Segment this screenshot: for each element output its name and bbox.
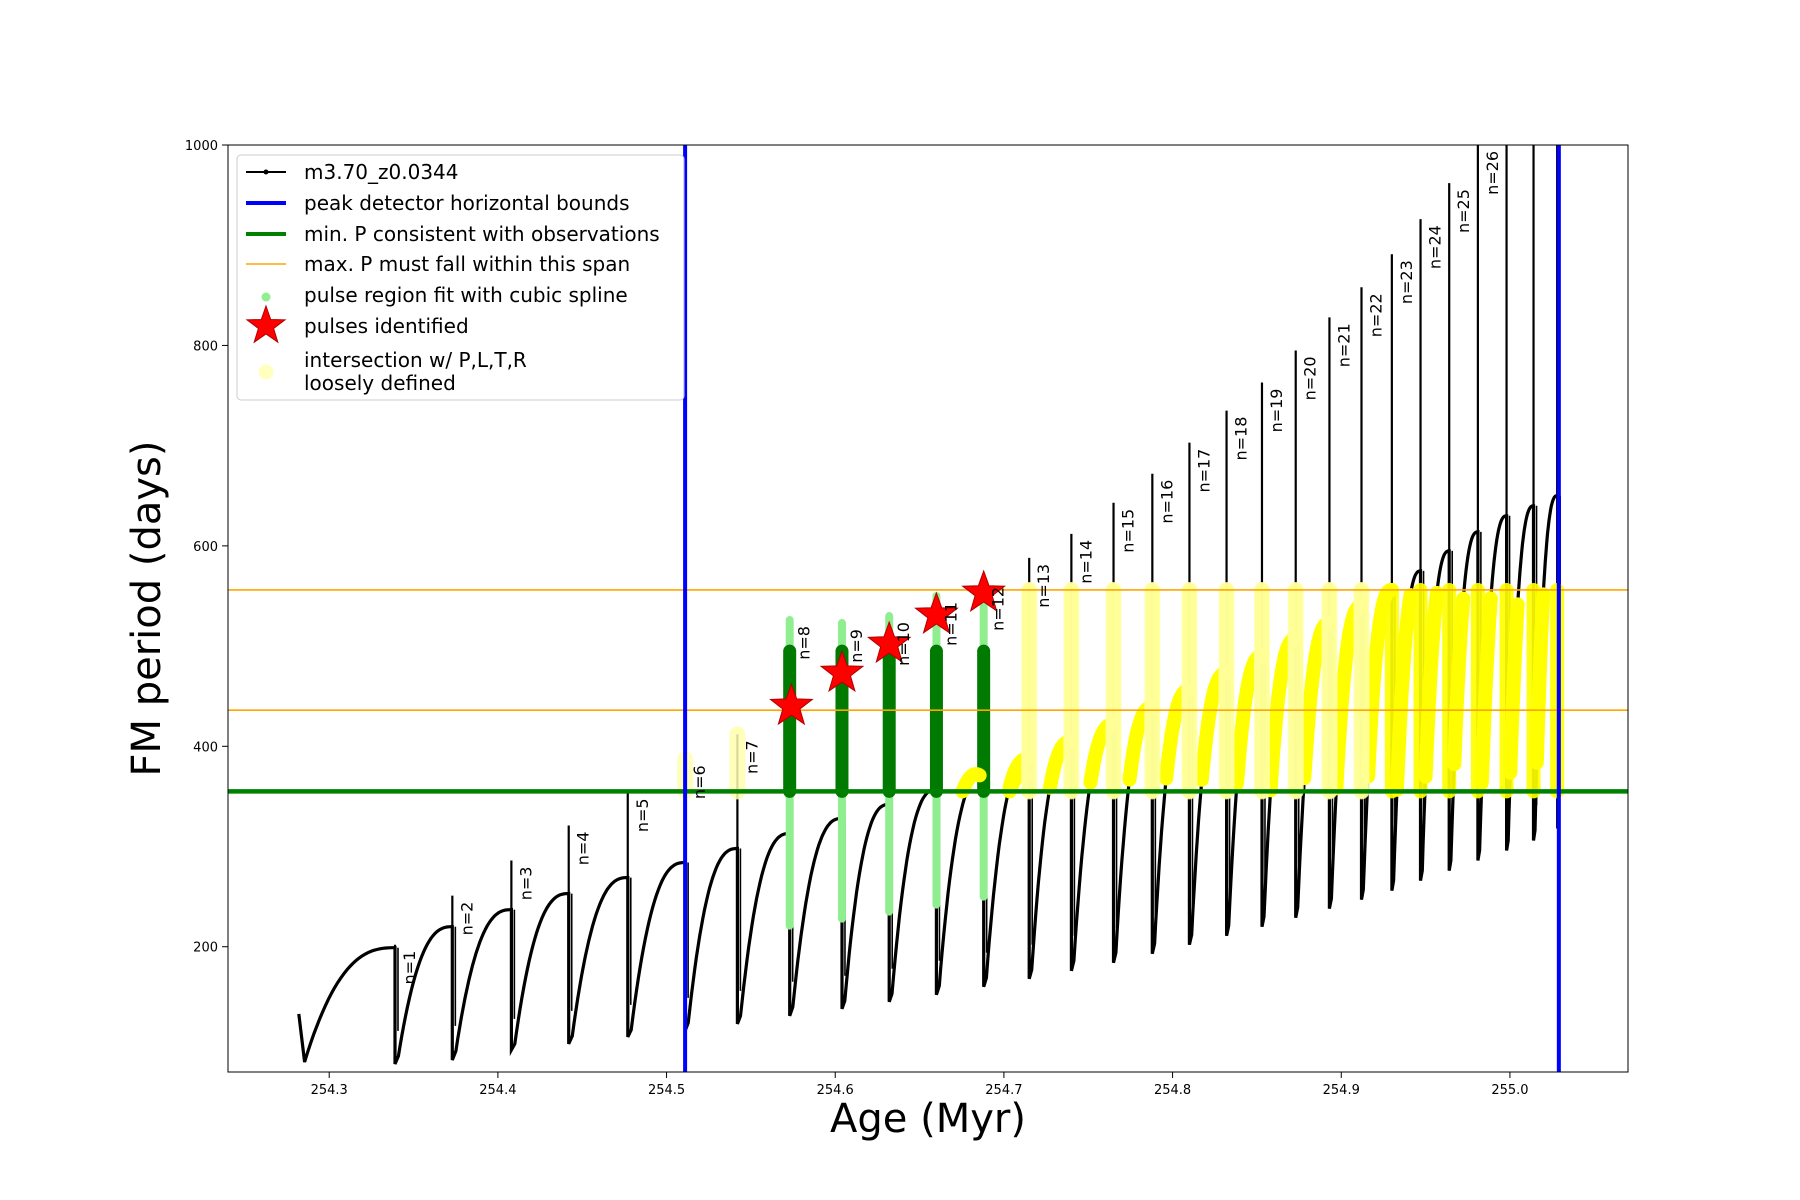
pulse-number-label: n=21 xyxy=(1334,323,1353,367)
pulse-number-label: n=3 xyxy=(516,867,535,901)
legend-label: intersection w/ P,L,T,R xyxy=(304,348,527,372)
pulse-number-label: n=14 xyxy=(1076,540,1095,584)
pulse-number-label: n=12 xyxy=(989,587,1008,631)
identified-pulse-star xyxy=(961,569,1007,612)
pulse-number-label: n=25 xyxy=(1454,189,1473,233)
pulse-number-label: n=1 xyxy=(400,951,419,985)
plot-frame xyxy=(227,144,1629,1073)
pulse-number-label: n=24 xyxy=(1426,225,1445,269)
legend-label: peak detector horizontal bounds xyxy=(304,191,630,215)
legend-label: min. P consistent with observations xyxy=(304,222,660,246)
intersection-band xyxy=(1418,585,1444,784)
identified-pulse-star xyxy=(914,591,959,635)
y-tick-label: 800 xyxy=(193,339,218,354)
pulse-number-label: n=2 xyxy=(457,902,476,936)
pulse-number-label: n=20 xyxy=(1301,356,1320,400)
pulse-number-label: n=15 xyxy=(1119,509,1138,553)
legend-label: pulses identified xyxy=(304,314,469,338)
y-tick-label: 200 xyxy=(193,941,218,956)
pulse-number-label: n=16 xyxy=(1157,480,1176,524)
y-axis-label: FM period (days) xyxy=(124,441,170,777)
x-tick-label: 254.7 xyxy=(985,1083,1022,1098)
pulse-number-label: n=9 xyxy=(847,629,866,663)
x-tick-label: 254.5 xyxy=(648,1083,685,1098)
pulse-number-label: n=19 xyxy=(1267,389,1286,433)
x-tick-label: 254.3 xyxy=(311,1083,348,1098)
intersection-band xyxy=(1503,597,1525,780)
pulse-number-label: n=11 xyxy=(941,602,960,646)
pulse-number-label: n=23 xyxy=(1397,260,1416,304)
legend-box xyxy=(236,154,685,401)
pulse-number-label: n=17 xyxy=(1194,449,1213,493)
pulse-number-label: n=7 xyxy=(742,740,761,774)
x-tick-label: 254.9 xyxy=(1323,1083,1360,1098)
y-tick-label: 1000 xyxy=(185,139,218,154)
intersection-band xyxy=(1529,587,1551,770)
intersection-band xyxy=(955,767,987,799)
x-tick-label: 254.8 xyxy=(1154,1083,1191,1098)
legend-label-line2: loosely defined xyxy=(304,371,456,395)
pulse-number-label: n=5 xyxy=(633,798,652,832)
legend-handle-dot xyxy=(258,364,274,380)
identified-pulse-star xyxy=(866,620,912,664)
x-tick-label: 254.4 xyxy=(479,1083,516,1098)
pulse-number-label: n=10 xyxy=(894,622,913,666)
identified-pulse-star xyxy=(769,682,814,726)
y-tick-label: 600 xyxy=(193,540,218,555)
pulse-number-label: n=8 xyxy=(795,626,814,660)
pulse-number-label: n=6 xyxy=(690,765,709,799)
legend-handle-dot xyxy=(261,292,271,302)
y-tick-label: 400 xyxy=(193,740,218,755)
intersection-band xyxy=(1447,591,1471,772)
legend-handle-marker xyxy=(263,169,269,175)
x-axis-label: Age (Myr) xyxy=(830,1096,1026,1142)
legend-label: m3.70_z0.0344 xyxy=(304,160,459,184)
pulse-number-label: n=18 xyxy=(1232,417,1251,461)
x-tick-label: 254.6 xyxy=(817,1083,854,1098)
identified-pulse-star xyxy=(819,649,865,693)
legend-label: max. P must fall within this span xyxy=(304,252,630,276)
legend-handle-star xyxy=(245,304,287,344)
pulse-number-label: n=4 xyxy=(574,831,593,865)
overlay-layer xyxy=(228,145,1628,1072)
pulse-number-label: n=13 xyxy=(1034,564,1053,608)
x-tick-label: 255.0 xyxy=(1491,1083,1528,1098)
intersection-band xyxy=(1389,588,1418,797)
legend-label: pulse region fit with cubic spline xyxy=(304,283,628,307)
axes-layer: 254.3 254.4 254.5 254.6 254.7 254.8 254.9 255.0… xyxy=(185,139,1529,1098)
intersection-band xyxy=(1474,591,1498,790)
pulse-number-label: n=22 xyxy=(1366,293,1385,337)
pulse-number-label: n=26 xyxy=(1483,151,1502,195)
